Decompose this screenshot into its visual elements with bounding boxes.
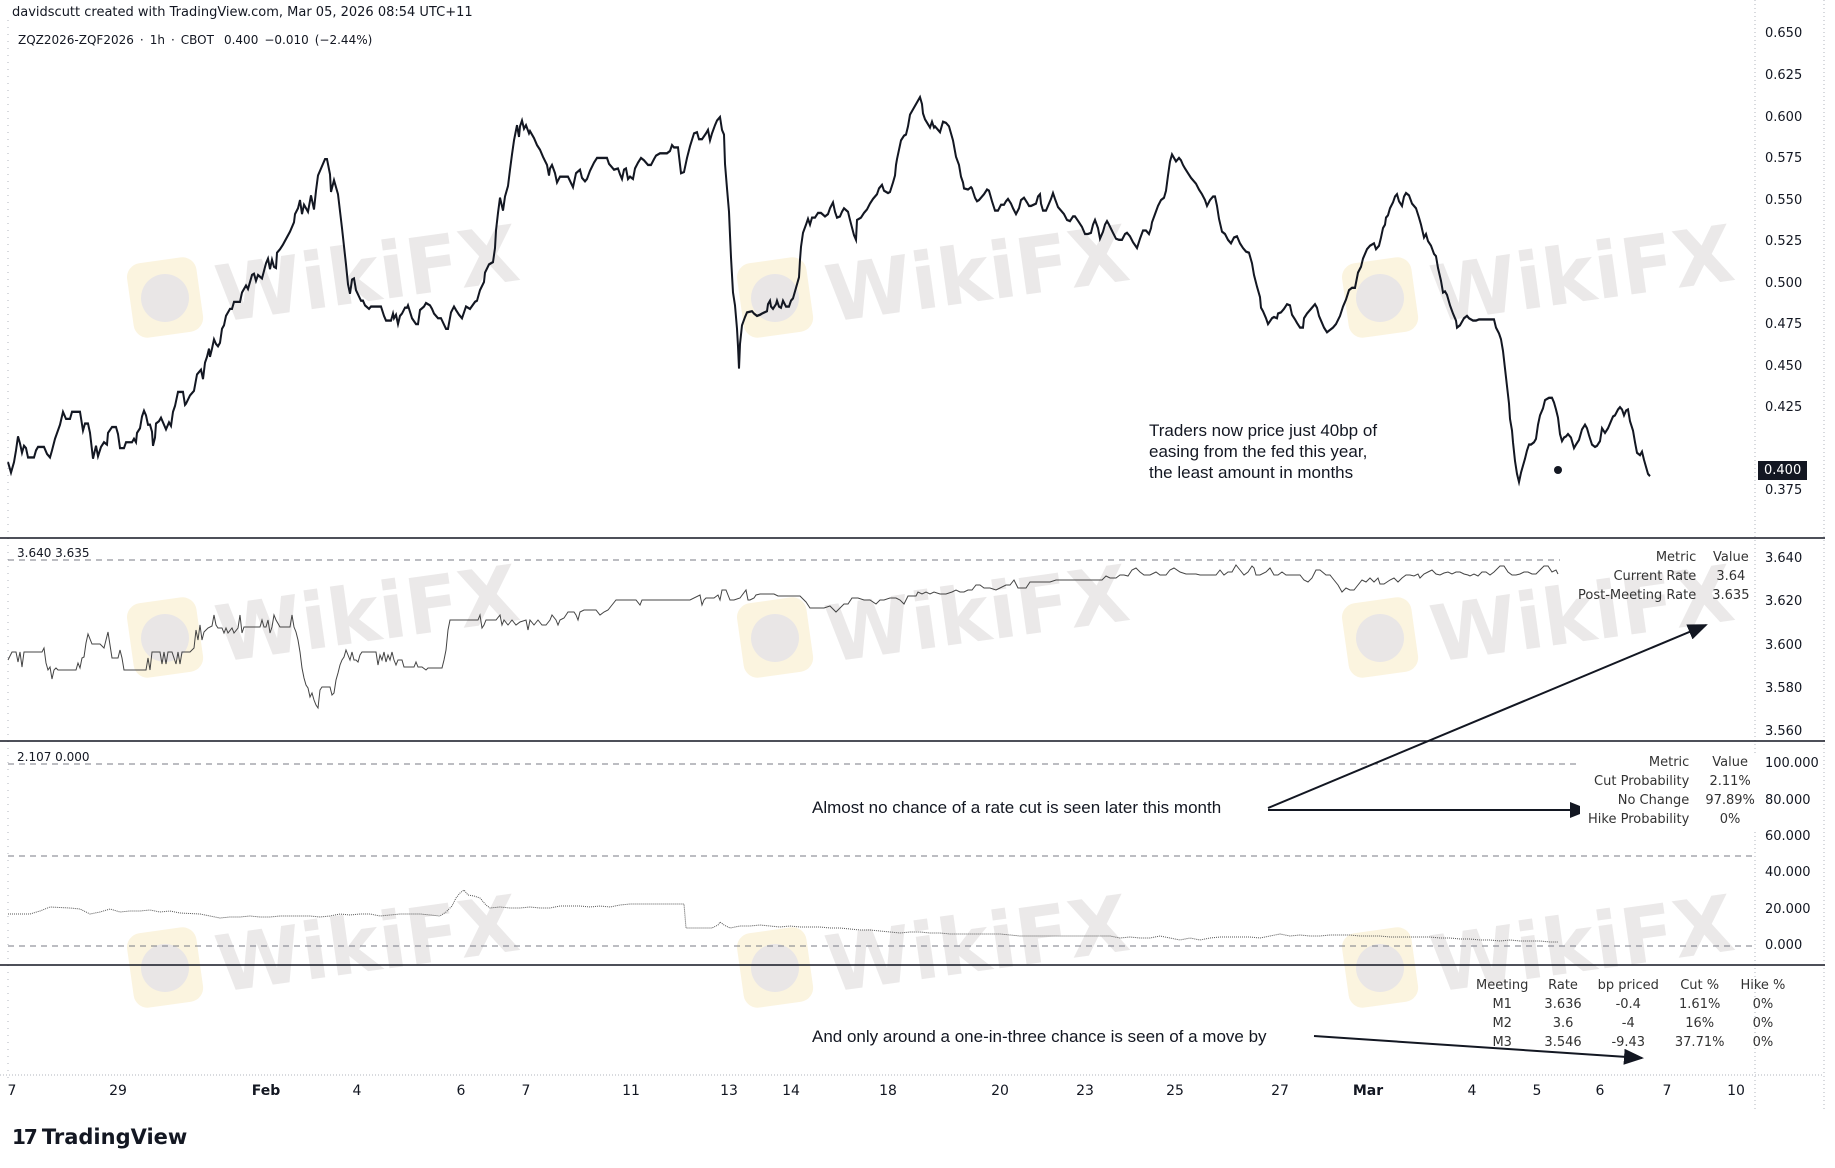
attribution-text: davidscutt created with TradingView.com,… bbox=[12, 5, 473, 20]
x-axis-label: 20 bbox=[991, 1083, 1009, 1099]
x-axis-label: 29 bbox=[109, 1083, 127, 1099]
symbol-name[interactable]: ZQZ2026-ZQF2026 bbox=[18, 33, 134, 47]
annotation-easing[interactable]: Traders now price just 40bp of easing fr… bbox=[1149, 421, 1378, 482]
meetings-table: Meeting Rate bp priced Cut % Hike % M1 3.636-… bbox=[1468, 976, 1793, 1052]
prob-pane-legend: 2.107 0.000 bbox=[17, 750, 90, 764]
arrow-to-m3-cut bbox=[1313, 1035, 1644, 1065]
rate-pane-legend: 3.640 3.635 bbox=[17, 546, 90, 560]
price-line bbox=[7, 94, 1651, 487]
x-axis-label: 10 bbox=[1727, 1083, 1745, 1099]
cut-probability-line bbox=[8, 889, 1558, 943]
table-row: M1 3.636 -0.4 1.61% 0% bbox=[1492, 997, 1774, 1012]
x-axis-label: 4 bbox=[1467, 1083, 1477, 1099]
rate-metric-table: Metric Value Current Rate 3.64 Post-Meetin… bbox=[1578, 550, 1750, 603]
tradingview-wordmark: TradingView bbox=[41, 1125, 188, 1149]
price-change-pct: (−2.44%) bbox=[314, 33, 373, 47]
tradingview-logo-icon: 17 bbox=[12, 1125, 38, 1149]
table-row: M2 3.6 -4 16% 0% bbox=[1492, 1016, 1774, 1031]
rate-line bbox=[7, 564, 1559, 710]
x-axis-label: 7 bbox=[1662, 1083, 1672, 1099]
last-price-dot bbox=[1554, 466, 1562, 474]
interval[interactable]: 1h bbox=[149, 33, 165, 47]
table-row: M3 3.546 -9.43 37.71% 0% bbox=[1492, 1035, 1774, 1050]
x-axis-label: 13 bbox=[720, 1083, 738, 1099]
x-axis-label: 23 bbox=[1076, 1083, 1094, 1099]
x-axis-label: 6 bbox=[1595, 1083, 1605, 1099]
probability-table: Metric Value Cut Probability 2.11% No Chan… bbox=[1580, 753, 1763, 829]
symbol-legend: ZQZ2026-ZQF2026 · 1h · CBOT 0.400 −0.010 (−2.44… bbox=[18, 33, 373, 47]
x-axis-label: 7 bbox=[7, 1083, 17, 1099]
x-axis-label: 25 bbox=[1166, 1083, 1184, 1099]
exchange: CBOT bbox=[180, 33, 214, 47]
table-header-row: Meeting Rate bp priced Cut % Hike % bbox=[1476, 978, 1786, 993]
x-axis-label: 5 bbox=[1532, 1083, 1542, 1099]
tradingview-logo[interactable]: 17 TradingView bbox=[12, 1125, 187, 1149]
x-axis-label: Mar bbox=[1352, 1083, 1384, 1099]
last-price-tag: 0.400 bbox=[1758, 461, 1808, 480]
x-axis-label: Feb bbox=[251, 1083, 281, 1099]
x-axis-label: 4 bbox=[352, 1083, 362, 1099]
x-axis-label: 6 bbox=[456, 1083, 466, 1099]
x-axis-label: 18 bbox=[879, 1083, 897, 1099]
annotation-one-in-three[interactable]: And only around a one-in-three chance is… bbox=[812, 1027, 1267, 1046]
x-axis-label: 27 bbox=[1271, 1083, 1289, 1099]
x-axis-label: 7 bbox=[521, 1083, 531, 1099]
last-price: 0.400 bbox=[223, 33, 259, 47]
price-change: −0.010 bbox=[264, 33, 309, 47]
x-axis-label: 14 bbox=[782, 1083, 800, 1099]
x-axis-label: 11 bbox=[622, 1083, 640, 1099]
annotation-no-cut[interactable]: Almost no chance of a rate cut is seen l… bbox=[812, 798, 1222, 817]
arrow-to-post-meeting-rate bbox=[1267, 624, 1708, 809]
